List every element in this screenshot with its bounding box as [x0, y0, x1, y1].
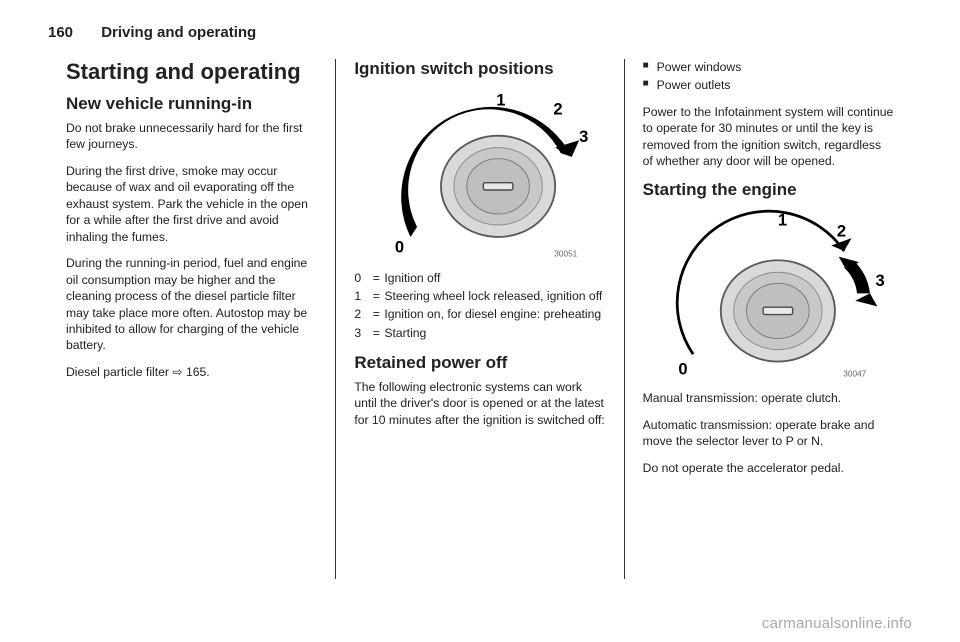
- ignition-definitions: 0 = Ignition off 1 = Steering wheel lock…: [354, 270, 605, 342]
- para-brake: Do not brake unnecessarily hard for the …: [66, 120, 317, 153]
- figure-ignition-switch: 0 1 2 3 30051: [354, 85, 605, 260]
- retained-list: Power windows Power outlets: [643, 59, 894, 94]
- manual-page: 160 Driving and operating Starting and o…: [0, 0, 960, 642]
- def-val: Steering wheel lock released, ignition o…: [384, 288, 605, 304]
- pos-label-0: 0: [678, 360, 687, 379]
- figure-number: 30047: [843, 370, 866, 379]
- column-1: Starting and operating New vehicle runni…: [48, 59, 336, 579]
- def-key: 3: [354, 325, 368, 341]
- def-eq: =: [368, 288, 384, 304]
- para-manual-trans: Manual transmission: operate clutch.: [643, 390, 894, 406]
- column-3: Power windows Power outlets Power to the…: [625, 59, 912, 579]
- def-eq: =: [368, 306, 384, 322]
- para-auto-trans: Automatic transmission: operate brake an…: [643, 417, 894, 450]
- page-header: 160 Driving and operating: [48, 24, 912, 41]
- pos-label-1: 1: [497, 90, 506, 109]
- para-no-accel: Do not operate the accelerator pedal.: [643, 460, 894, 476]
- watermark: carmanualsonline.info: [762, 615, 912, 632]
- content-columns: Starting and operating New vehicle runni…: [48, 59, 912, 579]
- heading-starting-operating: Starting and operating: [66, 59, 317, 84]
- def-val: Ignition on, for diesel engine: preheati…: [384, 306, 605, 322]
- def-row: 3 = Starting: [354, 325, 605, 341]
- def-key: 1: [354, 288, 368, 304]
- pos-label-0: 0: [395, 237, 404, 256]
- def-row: 1 = Steering wheel lock released, igniti…: [354, 288, 605, 304]
- list-item: Power windows: [643, 59, 894, 75]
- figure-starting-engine: 0 1 2 3 30047: [643, 205, 894, 380]
- key-slot-icon: [484, 182, 513, 189]
- para-retained: The following electronic systems can wor…: [354, 379, 605, 428]
- dpf-text: Diesel particle filter: [66, 365, 172, 379]
- section-title: Driving and operating: [101, 24, 256, 41]
- pos-label-2: 2: [554, 99, 563, 118]
- pos-label-1: 1: [778, 211, 787, 230]
- heading-starting-engine: Starting the engine: [643, 180, 894, 200]
- pos-label-3: 3: [875, 271, 884, 290]
- def-eq: =: [368, 270, 384, 286]
- auto-trans-label: Automatic transmission:: [643, 418, 772, 432]
- def-val: Ignition off: [384, 270, 605, 286]
- column-2: Ignition switch positions 0 1 2 3 30051: [336, 59, 624, 579]
- para-running-in: During the running-in period, fuel and e…: [66, 255, 317, 354]
- key-slot-icon: [763, 308, 792, 315]
- para-smoke: During the first drive, smoke may occur …: [66, 163, 317, 245]
- list-item: Power outlets: [643, 77, 894, 93]
- def-row: 2 = Ignition on, for diesel engine: preh…: [354, 306, 605, 322]
- page-number: 160: [48, 24, 73, 41]
- def-row: 0 = Ignition off: [354, 270, 605, 286]
- heading-running-in: New vehicle running-in: [66, 94, 317, 114]
- def-key: 0: [354, 270, 368, 286]
- pos-label-3: 3: [579, 127, 588, 146]
- def-key: 2: [354, 306, 368, 322]
- pos-label-2: 2: [836, 222, 845, 241]
- heading-retained-power: Retained power off: [354, 353, 605, 373]
- def-eq: =: [368, 325, 384, 341]
- para-infotainment: Power to the Infotainment system will co…: [643, 104, 894, 170]
- heading-ignition-positions: Ignition switch positions: [354, 59, 605, 79]
- para-dpf: Diesel particle filter ⇨ 165.: [66, 364, 317, 380]
- figure-number: 30051: [555, 249, 578, 258]
- def-val: Starting: [384, 325, 605, 341]
- cross-ref-icon: ⇨ 165.: [172, 365, 209, 379]
